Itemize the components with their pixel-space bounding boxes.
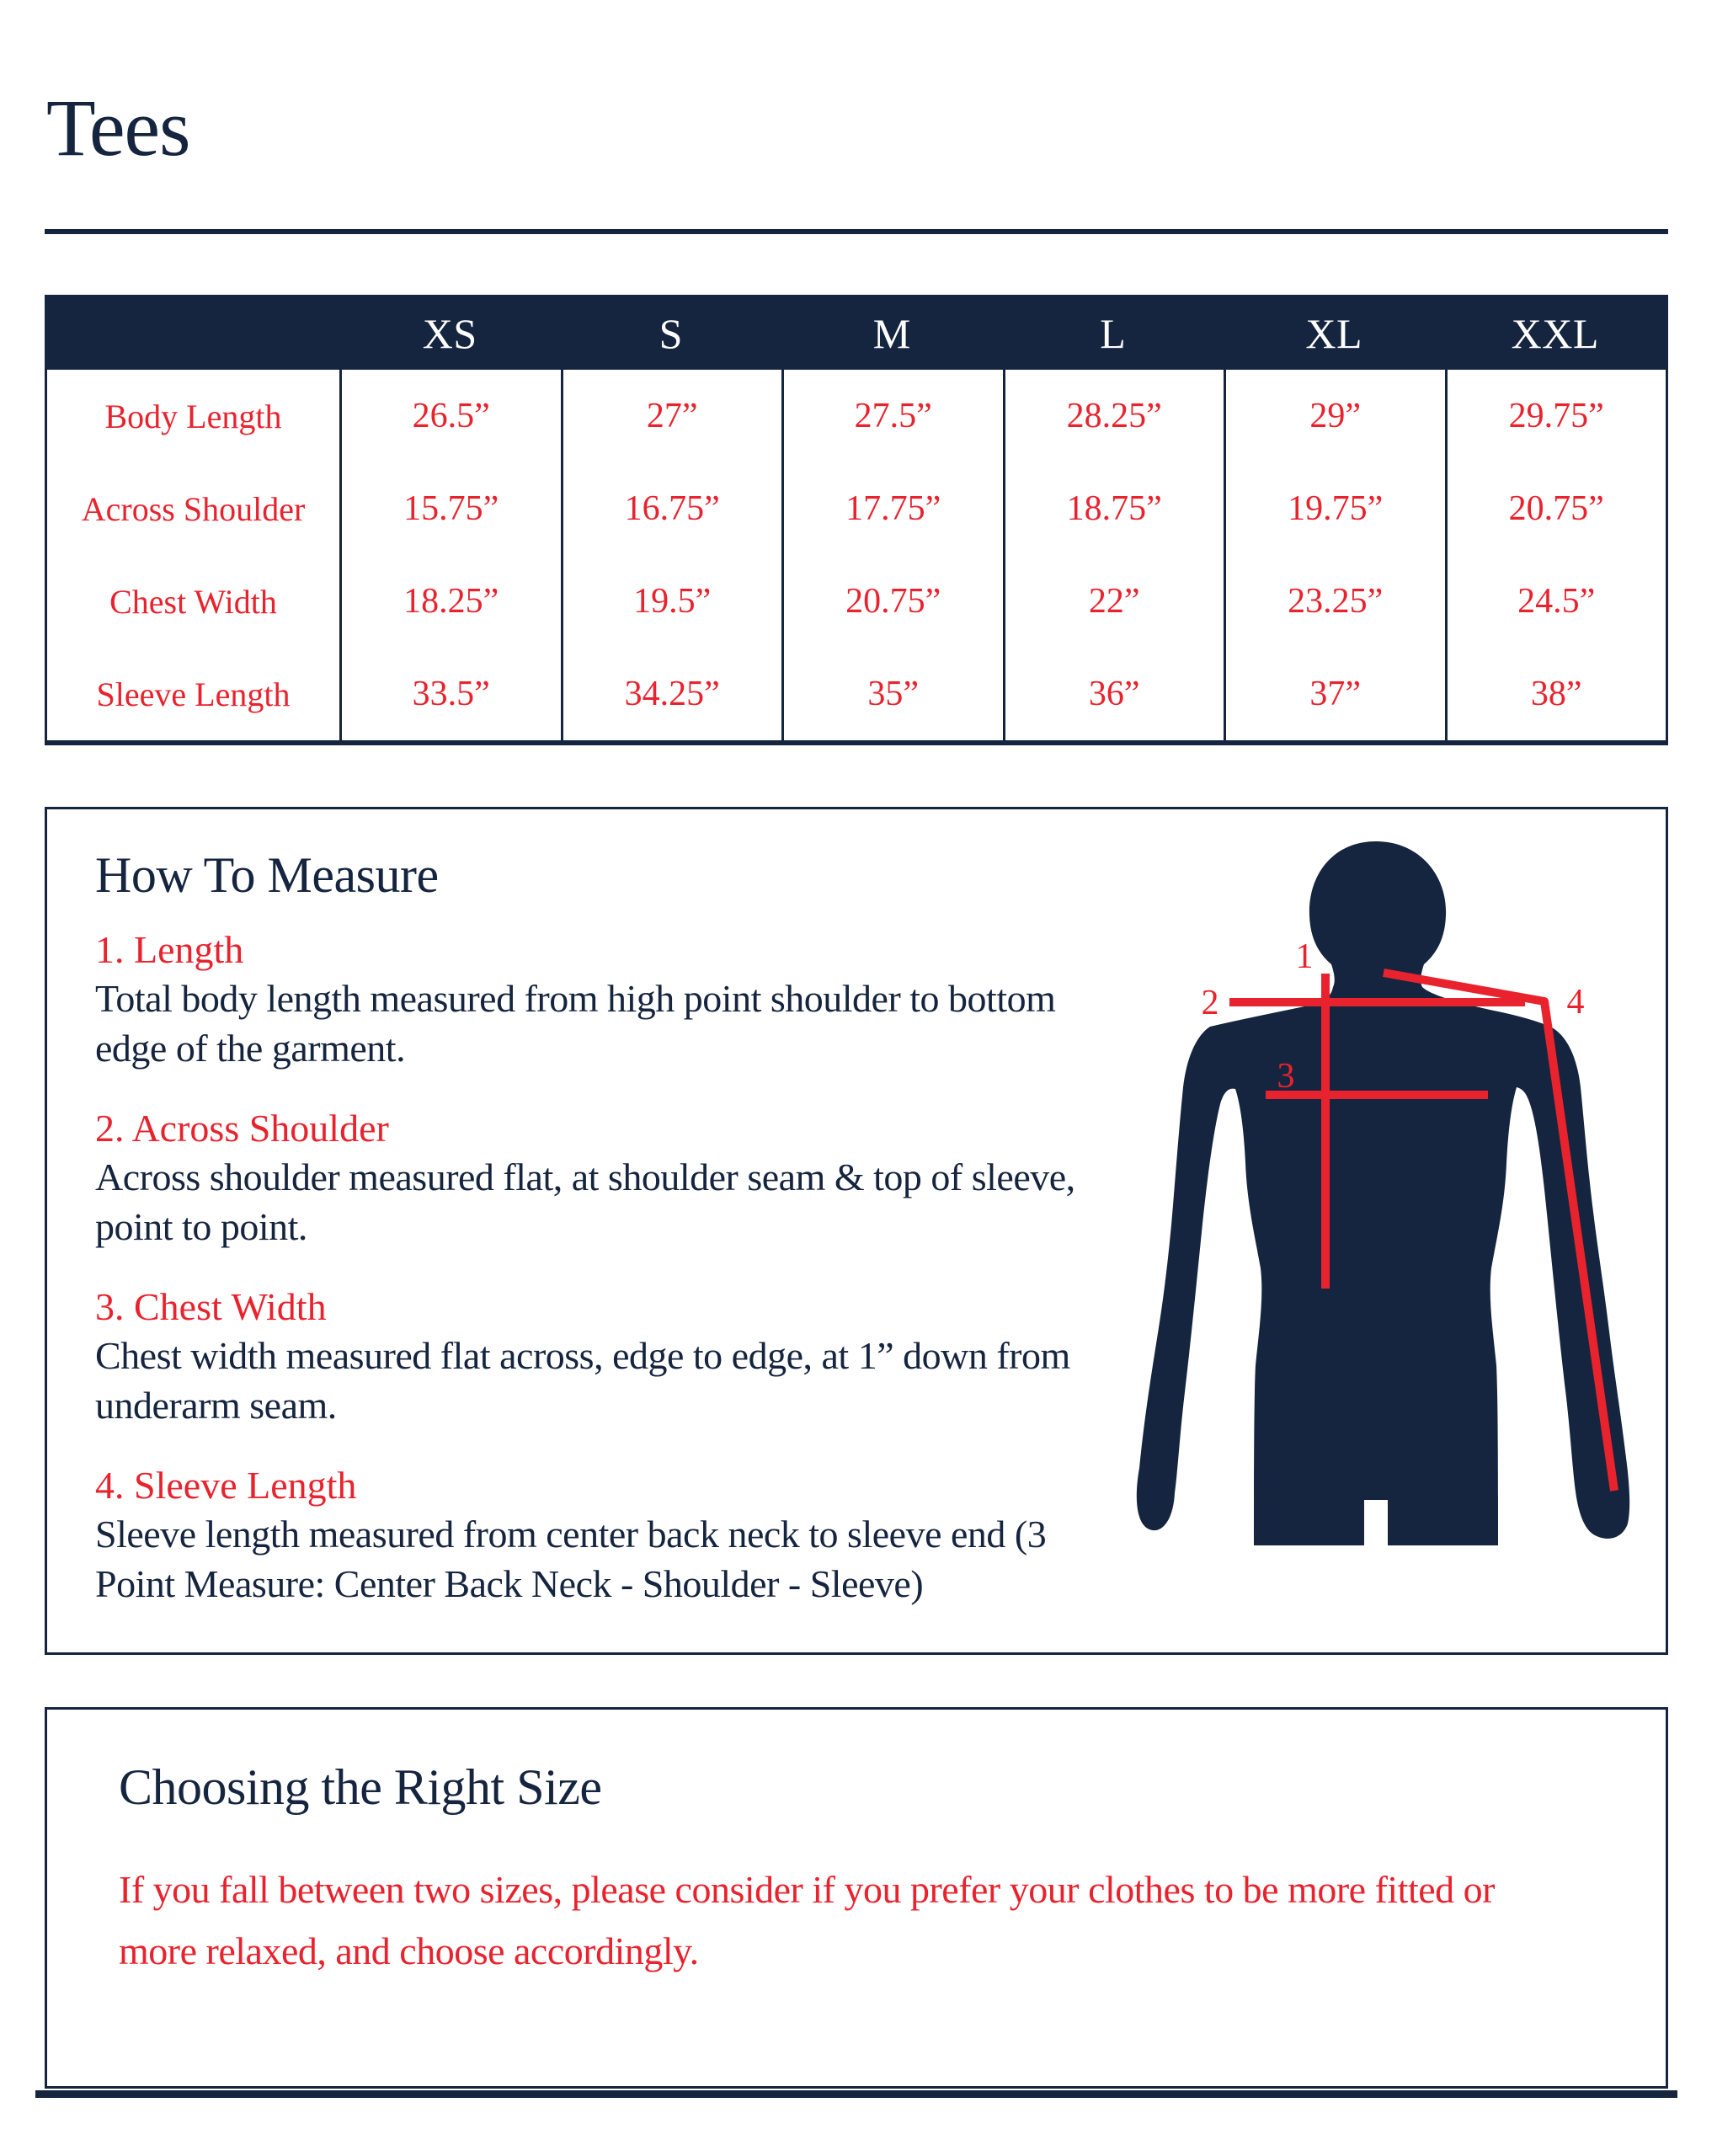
measure-label-1: 1 xyxy=(1296,937,1314,976)
size-cell: 23.25” xyxy=(1224,555,1445,648)
size-cell: 20.75” xyxy=(1444,462,1666,555)
choosing-size-description: If you fall between two sizes, please co… xyxy=(119,1868,1495,1972)
size-cell: 26.5” xyxy=(339,370,561,462)
size-cell: 27.5” xyxy=(781,370,1003,462)
measure-step-sleeve-length: 4. Sleeve Length Sleeve length measured … xyxy=(95,1462,1106,1609)
how-to-measure-heading: How To Measure xyxy=(95,847,439,903)
column-header-xl: XL xyxy=(1305,310,1363,357)
body-measurement-diagram: 1 2 3 4 xyxy=(1136,841,1630,1545)
how-to-measure-text: How To Measure 1. Length Total body leng… xyxy=(95,846,1106,1641)
bottom-rule xyxy=(35,2090,1677,2098)
size-cell: 35” xyxy=(781,648,1003,740)
size-cell: 37” xyxy=(1224,648,1445,740)
choosing-size-box: Choosing the Right Size If you fall betw… xyxy=(45,1707,1668,2089)
step-description: Sleeve length measured from center back … xyxy=(95,1513,1047,1605)
column-header-empty xyxy=(47,297,339,370)
column-header-xs: XS xyxy=(422,310,477,357)
page-title: Tees xyxy=(46,83,191,173)
how-to-measure-box: How To Measure 1. Length Total body leng… xyxy=(45,807,1668,1655)
size-cell: 24.5” xyxy=(1444,555,1666,648)
measure-step-across-shoulder: 2. Across Shoulder Across shoulder measu… xyxy=(95,1105,1106,1251)
size-cell: 34.25” xyxy=(560,648,782,740)
column-header-m: M xyxy=(872,310,911,357)
measure-label-3: 3 xyxy=(1277,1057,1295,1096)
column-header-s: S xyxy=(659,310,683,357)
size-cell: 36” xyxy=(1002,648,1224,740)
measure-label-4: 4 xyxy=(1567,983,1585,1022)
step-description: Across shoulder measured flat, at should… xyxy=(95,1155,1075,1248)
choosing-size-heading: Choosing the Right Size xyxy=(119,1759,602,1815)
size-cell: 19.5” xyxy=(560,555,782,648)
size-cell: 28.25” xyxy=(1002,370,1224,462)
choosing-size-content: Choosing the Right Size If you fall betw… xyxy=(119,1758,1601,1982)
size-cell: 38” xyxy=(1444,648,1666,740)
column-header-l: L xyxy=(1100,310,1127,357)
row-label: Across Shoulder xyxy=(81,489,306,528)
size-cell: 18.25” xyxy=(339,555,561,648)
size-cell: 20.75” xyxy=(781,555,1003,648)
column-header-xxl: XXL xyxy=(1511,310,1599,357)
size-cell: 16.75” xyxy=(560,462,782,555)
row-label: Sleeve Length xyxy=(96,675,291,713)
size-cell: 18.75” xyxy=(1002,462,1224,555)
step-description: Chest width measured flat across, edge t… xyxy=(95,1334,1070,1427)
row-label: Chest Width xyxy=(109,582,277,621)
row-label: Body Length xyxy=(104,397,282,435)
measure-step-length: 1. Length Total body length measured fro… xyxy=(95,926,1106,1073)
step-description: Total body length measured from high poi… xyxy=(95,977,1056,1070)
step-title: 4. Sleeve Length xyxy=(95,1464,357,1507)
body-silhouette xyxy=(1136,841,1630,1545)
size-cell: 19.75” xyxy=(1224,462,1445,555)
step-title: 2. Across Shoulder xyxy=(95,1107,389,1150)
measure-label-2: 2 xyxy=(1202,984,1219,1022)
size-table-body: Body Length 26.5” 27” 27.5” 28.25” 29” 2… xyxy=(47,370,1666,740)
size-cell: 22” xyxy=(1002,555,1224,648)
size-cell: 27” xyxy=(560,370,782,462)
size-cell: 33.5” xyxy=(339,648,561,740)
size-cell: 29.75” xyxy=(1444,370,1666,462)
divider-rule xyxy=(45,229,1668,234)
step-title: 1. Length xyxy=(95,928,244,971)
size-table: XS S M L XL XXL Body Length 26.5” 27” 27… xyxy=(45,295,1668,745)
size-cell: 29” xyxy=(1224,370,1445,462)
measure-line-4 xyxy=(1383,969,1618,1492)
measure-step-chest-width: 3. Chest Width Chest width measured flat… xyxy=(95,1283,1106,1430)
size-table-header-row: XS S M L XL XXL xyxy=(47,297,1666,370)
step-title: 3. Chest Width xyxy=(95,1285,327,1328)
size-cell: 17.75” xyxy=(781,462,1003,555)
size-cell: 15.75” xyxy=(339,462,561,555)
